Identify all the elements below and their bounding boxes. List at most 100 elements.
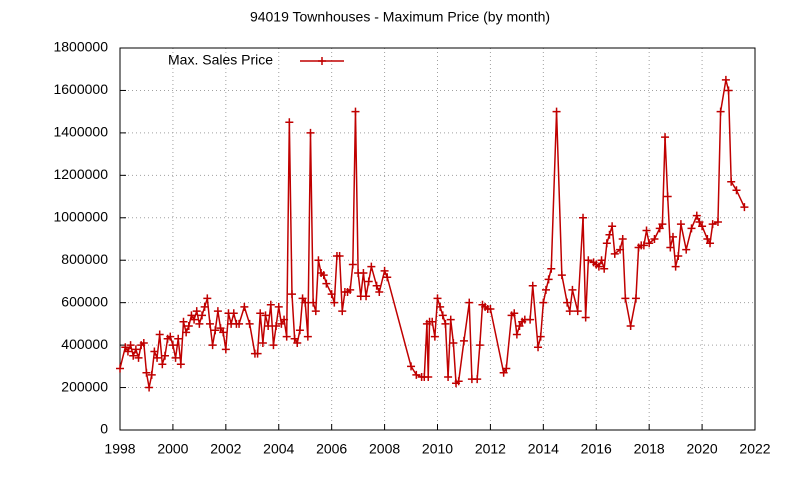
data-point: [695, 218, 704, 227]
data-point: [661, 133, 670, 142]
data-point: [166, 332, 175, 341]
data-point: [547, 264, 556, 273]
data-point: [682, 245, 691, 254]
data-point: [330, 298, 339, 307]
data-point: [676, 220, 685, 229]
data-point: [616, 245, 625, 254]
data-point: [716, 107, 725, 116]
data-point: [351, 107, 360, 116]
data-point: [536, 332, 545, 341]
data-point: [134, 353, 143, 362]
data-point: [362, 292, 371, 301]
data-point: [727, 177, 736, 186]
data-point: [512, 330, 521, 339]
data-point: [708, 220, 717, 229]
data-point: [126, 341, 135, 350]
data-point: [639, 241, 648, 250]
x-tick-label: 2016: [581, 441, 612, 457]
data-point: [153, 353, 162, 362]
data-point: [182, 328, 191, 337]
data-point: [430, 332, 439, 341]
data-point: [626, 322, 635, 331]
data-point: [285, 118, 294, 127]
data-point: [446, 315, 455, 324]
data-point: [290, 334, 299, 343]
data-point: [266, 300, 275, 309]
data-point: [314, 256, 323, 265]
data-point: [116, 364, 124, 373]
data-point: [631, 294, 640, 303]
data-point: [658, 220, 667, 229]
data-point: [184, 322, 193, 331]
data-point: [235, 319, 244, 328]
data-point: [486, 305, 495, 314]
data-point: [311, 307, 320, 316]
data-point: [256, 309, 265, 318]
data-point: [380, 266, 389, 275]
data-point: [171, 353, 180, 362]
data-point: [668, 232, 677, 241]
data-point: [645, 239, 654, 248]
data-point: [573, 307, 582, 316]
data-point: [131, 345, 140, 354]
data-point: [621, 294, 630, 303]
data-point: [424, 372, 433, 381]
data-point: [541, 285, 550, 294]
data-point: [502, 364, 511, 373]
data-point: [666, 243, 675, 252]
y-tick-label: 1400000: [53, 124, 108, 140]
data-point: [139, 338, 148, 347]
data-point: [740, 203, 749, 212]
data-point: [121, 343, 130, 352]
data-point: [123, 347, 132, 356]
data-point: [671, 262, 680, 271]
data-point: [372, 281, 381, 290]
data-point: [687, 224, 696, 233]
data-point: [724, 86, 733, 95]
data-point: [274, 302, 283, 311]
data-point: [544, 275, 553, 284]
data-point: [147, 370, 156, 379]
data-point: [475, 341, 484, 350]
data-point: [581, 313, 590, 322]
data-point: [211, 326, 220, 335]
data-point: [287, 290, 296, 299]
y-tick-label: 600000: [61, 293, 108, 309]
data-point: [303, 332, 312, 341]
data-point: [534, 343, 543, 352]
data-point: [655, 224, 664, 233]
data-point: [594, 262, 603, 271]
data-point: [198, 311, 207, 320]
data-point: [650, 235, 659, 243]
data-point: [428, 317, 437, 326]
y-tick-label: 800000: [61, 251, 108, 267]
data-point: [674, 251, 683, 260]
data-point: [142, 368, 151, 377]
data-point: [568, 285, 577, 294]
data-point: [473, 375, 482, 384]
data-point: [293, 338, 302, 347]
data-point: [322, 279, 331, 288]
y-tick-label: 400000: [61, 336, 108, 352]
data-point: [216, 324, 225, 333]
legend-marker: [318, 57, 326, 65]
data-point: [526, 315, 535, 324]
data-point: [174, 334, 183, 343]
data-point: [605, 230, 614, 239]
data-point: [441, 319, 450, 328]
data-point: [449, 338, 458, 347]
data-point: [335, 251, 344, 260]
data-point: [205, 319, 214, 328]
legend-label: Max. Sales Price: [168, 52, 273, 68]
data-point: [176, 360, 185, 369]
y-tick-label: 200000: [61, 378, 108, 394]
data-point: [438, 311, 447, 320]
data-point: [510, 309, 519, 318]
data-point: [499, 368, 508, 377]
data-point: [364, 277, 373, 286]
x-tick-label: 2020: [687, 441, 718, 457]
data-point: [721, 75, 730, 84]
data-point: [412, 370, 421, 379]
data-point: [459, 336, 468, 345]
